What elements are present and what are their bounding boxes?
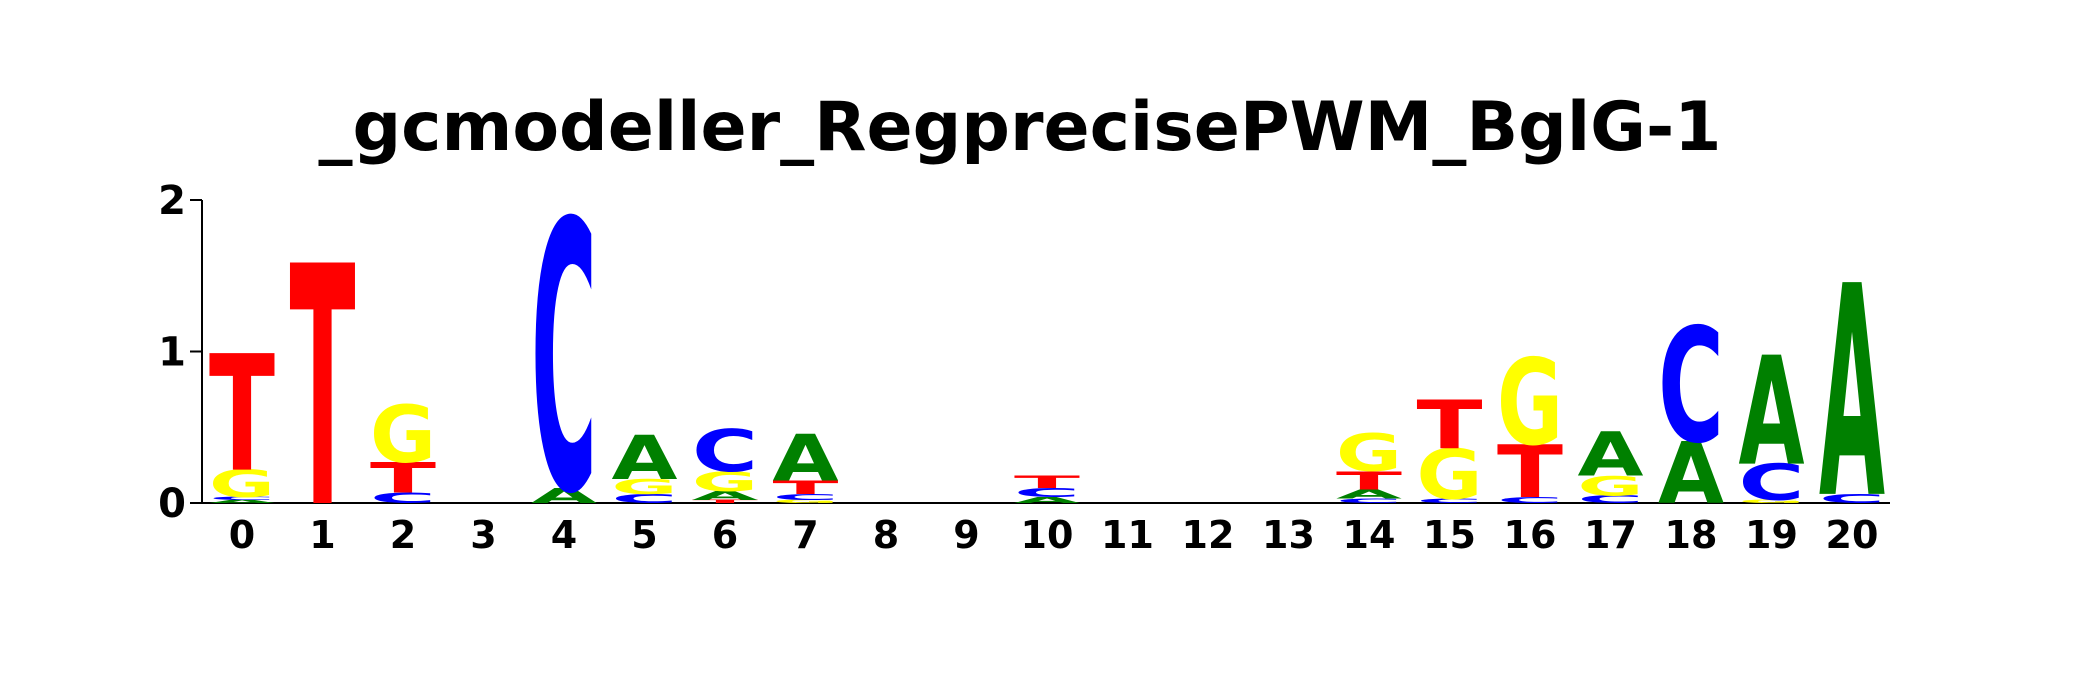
y-tick-label: 1 — [158, 330, 186, 376]
x-axis-labels: 0 1 2 3 4 5 6 7 8 9 10 11 12 13 14 15 16 17 18 19 20 — [229, 513, 1879, 557]
x-tick-label: 0 — [229, 513, 255, 557]
logo-letter-C: C — [1739, 455, 1805, 513]
logo-letter-A: A — [1739, 325, 1805, 499]
logo-letter-A: A — [1014, 495, 1080, 505]
logo-letter-G: G — [773, 499, 839, 504]
logo-letter-G: G — [612, 475, 678, 499]
logo-letter-C: C — [531, 146, 597, 576]
logo-letter-C: C — [209, 496, 275, 501]
logo-letter-T: T — [692, 499, 758, 504]
logo-letter-G: G — [1739, 499, 1805, 504]
logo-letter-T: T — [1014, 473, 1080, 492]
logo-letter-T: T — [1417, 387, 1483, 465]
logo-letter-T: T — [209, 322, 275, 508]
x-tick-label: 13 — [1262, 513, 1315, 557]
x-tick-label: 16 — [1504, 513, 1557, 557]
y-tick-label: 2 — [158, 178, 186, 224]
logo-letter-G: G — [1497, 334, 1563, 472]
x-tick-label: 8 — [873, 513, 899, 557]
logo-letter-C: C — [1819, 492, 1885, 507]
x-tick-label: 2 — [390, 513, 416, 557]
logo-letter-C: C — [1014, 485, 1080, 500]
logo-letter-C: C — [612, 492, 678, 507]
logo-letter-T: T — [1336, 466, 1402, 495]
x-tick-label: 15 — [1423, 513, 1476, 557]
logo-letter-C: C — [370, 490, 436, 507]
logo-letter-A: A — [773, 421, 840, 496]
logo-letter-C: C — [1497, 495, 1563, 505]
logo-letter-A: A — [1578, 421, 1644, 490]
x-tick-label: 17 — [1584, 513, 1637, 557]
logo-letter-C: C — [1658, 296, 1724, 479]
logo-letter-A: A — [1336, 487, 1402, 502]
logo-letter-C: C — [1417, 497, 1483, 504]
x-tick-label: 12 — [1182, 513, 1235, 557]
logo-letter-G: G — [1417, 435, 1483, 515]
logo-letter-T: T — [1497, 431, 1563, 515]
y-tick-label: 0 — [158, 481, 186, 527]
x-tick-label: 5 — [631, 513, 657, 557]
x-tick-label: 4 — [551, 513, 577, 557]
logo-letter-T: T — [773, 477, 840, 499]
logo-letter-C: C — [1578, 494, 1644, 506]
logo-letter-G: G — [1578, 471, 1644, 502]
logo-letter-G: G — [370, 389, 436, 481]
logo-letter-G: G — [209, 462, 275, 506]
y-axis-ticks: 0 1 2 — [158, 178, 202, 527]
x-tick-label: 14 — [1343, 513, 1396, 557]
x-tick-label: 6 — [712, 513, 738, 557]
logo-letter-A: A — [531, 484, 597, 508]
logo-letter-T: T — [370, 454, 436, 503]
x-tick-label: 18 — [1665, 513, 1718, 557]
logo-letter-G: G — [1336, 423, 1402, 484]
logo-letter-G: G — [692, 466, 758, 497]
x-tick-label: 7 — [792, 513, 818, 557]
logo-letter-A: A — [1819, 225, 1885, 563]
x-tick-label: 1 — [309, 513, 335, 557]
x-tick-label: 9 — [953, 513, 979, 557]
x-tick-label: 19 — [1745, 513, 1798, 557]
logo-letter-C: C — [773, 492, 839, 502]
logo-letter-C: C — [1336, 497, 1402, 504]
x-tick-label: 11 — [1101, 513, 1154, 557]
logo-letter-A: A — [692, 489, 758, 504]
logo-letter-T: T — [290, 198, 356, 582]
x-tick-label: 3 — [470, 513, 496, 557]
logo-letter-A: A — [612, 424, 678, 493]
logo-letter-A: A — [209, 499, 275, 504]
logo-letter-C: C — [692, 417, 758, 485]
x-tick-label: 20 — [1826, 513, 1879, 557]
x-tick-label: 10 — [1021, 513, 1074, 557]
logo-letter-A: A — [1658, 425, 1724, 524]
chart-title: _gcmodeller_RegprecisePWM_BglG-1 — [319, 88, 1722, 167]
